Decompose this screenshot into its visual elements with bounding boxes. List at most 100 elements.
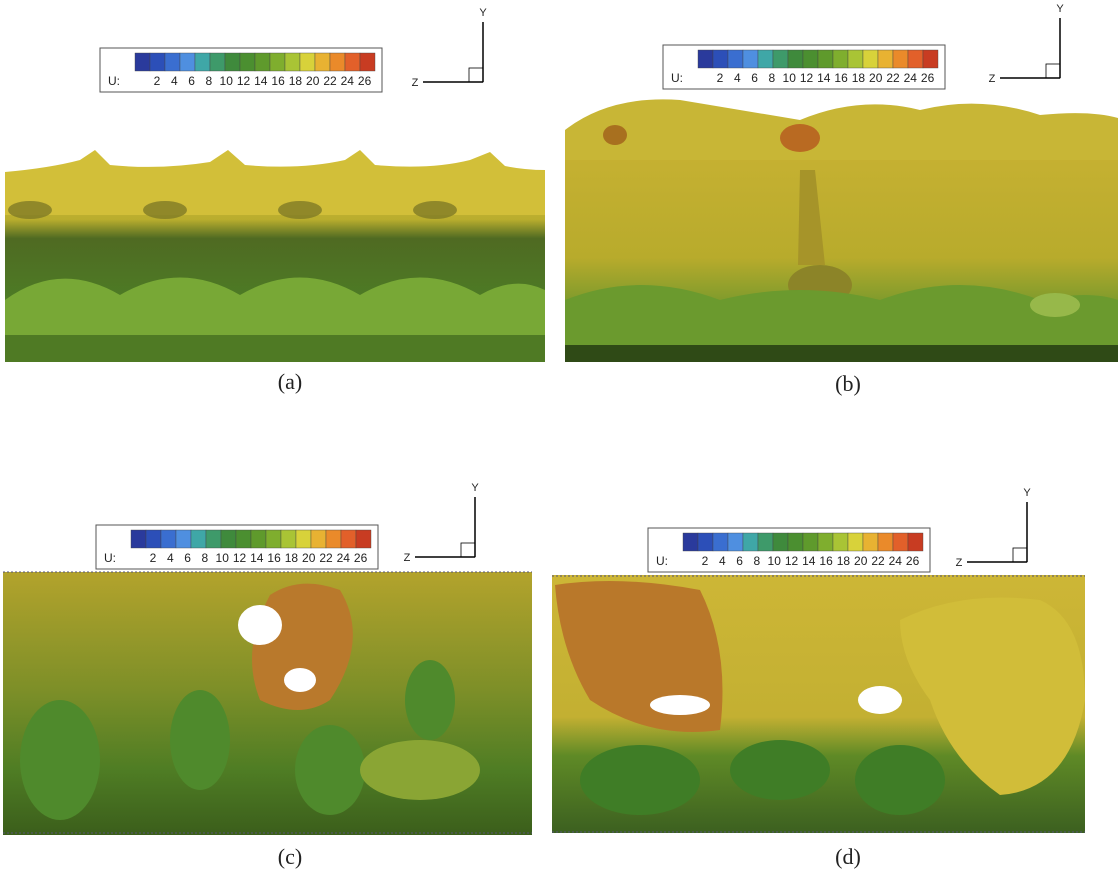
- colorbar-swatch: [833, 50, 848, 68]
- colorbar-tick-label: 26: [921, 71, 935, 85]
- colorbar-tick-label: 20: [302, 551, 316, 565]
- axis-label: Z: [989, 73, 996, 85]
- axis-label: Z: [412, 77, 419, 89]
- colorbar-tick-label: 10: [220, 74, 234, 88]
- colorbar-swatch: [281, 530, 296, 548]
- colorbar-tick-label: 10: [216, 551, 230, 565]
- colorbar-tick-label: 18: [837, 554, 851, 568]
- colorbar-swatch: [743, 50, 758, 68]
- panel-label: (d): [835, 844, 861, 869]
- colorbar-swatch: [251, 530, 266, 548]
- colorbar-tick-label: 8: [206, 74, 213, 88]
- colorbar-swatch: [195, 53, 210, 71]
- colorbar-tick-label: 2: [717, 71, 724, 85]
- colorbar-swatch: [180, 53, 195, 71]
- colorbar-swatch: [683, 533, 698, 551]
- colorbar-swatch: [878, 50, 893, 68]
- colorbar-swatch: [161, 530, 176, 548]
- colorbar-tick-label: 2: [154, 74, 161, 88]
- colorbar-tick-label: 4: [167, 551, 174, 565]
- colorbar-swatch: [908, 50, 923, 68]
- flow-image-b: [565, 99, 1118, 362]
- colorbar-swatch: [863, 50, 878, 68]
- colorbar-swatch: [758, 533, 773, 551]
- colorbar-tick-label: 18: [289, 74, 303, 88]
- colorbar-tick-label: 16: [834, 71, 848, 85]
- colorbar-tick-label: 6: [736, 554, 743, 568]
- colorbar-tick-label: 26: [354, 551, 368, 565]
- axis-label: Z: [956, 557, 963, 569]
- colorbar-swatch: [131, 530, 146, 548]
- colorbar-tick-label: 6: [184, 551, 191, 565]
- colorbar-swatch: [270, 53, 285, 71]
- flow-image-c: [3, 572, 532, 835]
- colorbar-tick-label: 4: [171, 74, 178, 88]
- colorbar-swatch: [713, 533, 728, 551]
- colorbar-swatch: [330, 53, 345, 71]
- colorbar-swatch: [221, 530, 236, 548]
- colorbar-swatch: [698, 533, 713, 551]
- flow-image-a: [5, 150, 545, 362]
- colorbar-swatch: [206, 530, 221, 548]
- colorbar-tick-label: 14: [817, 71, 831, 85]
- colorbar-tick-label: 22: [323, 74, 337, 88]
- colorbar-tick-label: 4: [719, 554, 726, 568]
- colorbar-swatch: [236, 530, 251, 548]
- colorbar-swatch: [878, 533, 893, 551]
- axis-corner: [469, 68, 483, 82]
- panel-label: (a): [278, 369, 302, 394]
- colorbar-tick-label: 22: [319, 551, 333, 565]
- colorbar-tick-label: 8: [202, 551, 209, 565]
- colorbar-title: U:: [671, 71, 683, 85]
- colorbar-title: U:: [108, 74, 120, 88]
- colorbar-swatch: [803, 533, 818, 551]
- axis-triad: YZ: [404, 482, 480, 564]
- colorbar-tick-label: 20: [854, 554, 868, 568]
- colorbar-tick-label: 8: [769, 71, 776, 85]
- colorbar-tick-label: 2: [702, 554, 709, 568]
- colorbar-swatch: [135, 53, 150, 71]
- axis-triad: YZ: [956, 487, 1032, 569]
- colorbar-swatch: [818, 50, 833, 68]
- colorbar-swatch: [296, 530, 311, 548]
- colorbar-swatch: [773, 533, 788, 551]
- colorbar-swatch: [176, 530, 191, 548]
- colorbar-swatch: [146, 530, 161, 548]
- colorbar-tick-label: 24: [889, 554, 903, 568]
- colorbar-swatch: [728, 533, 743, 551]
- colorbar-tick-label: 22: [871, 554, 885, 568]
- colorbar-title: U:: [656, 554, 668, 568]
- colorbar-tick-label: 12: [785, 554, 799, 568]
- colorbar-swatch: [743, 533, 758, 551]
- axis-label: Y: [471, 482, 479, 494]
- axis-corner: [461, 543, 475, 557]
- flow-image-d: [552, 575, 1085, 833]
- colorbar-tick-label: 24: [337, 551, 351, 565]
- colorbar-tick-label: 20: [306, 74, 320, 88]
- colorbar-swatch: [698, 50, 713, 68]
- axis-corner: [1046, 64, 1060, 78]
- colorbar-swatch: [326, 530, 341, 548]
- colorbar-swatch: [728, 50, 743, 68]
- colorbar-swatch: [191, 530, 206, 548]
- colorbar-swatch: [713, 50, 728, 68]
- colorbar-swatch: [341, 530, 356, 548]
- colorbar-swatch: [803, 50, 818, 68]
- colorbar-swatch: [360, 53, 375, 71]
- colorbar-tick-label: 2: [150, 551, 157, 565]
- colorbar-swatch: [848, 533, 863, 551]
- colorbar-swatch: [893, 533, 908, 551]
- colorbar-tick-label: 20: [869, 71, 883, 85]
- colorbar-tick-label: 22: [886, 71, 900, 85]
- colorbar-swatch: [165, 53, 180, 71]
- colorbar-tick-label: 12: [800, 71, 814, 85]
- colorbar-tick-label: 16: [267, 551, 281, 565]
- colorbar-tick-label: 6: [188, 74, 195, 88]
- colorbar-swatch: [833, 533, 848, 551]
- panel-label: (b): [835, 371, 861, 396]
- colorbar-tick-label: 26: [358, 74, 372, 88]
